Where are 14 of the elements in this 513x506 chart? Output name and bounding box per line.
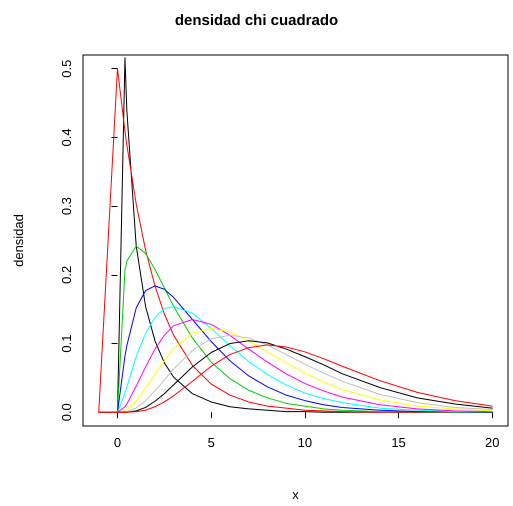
y-tick-label: 0.3 [59, 197, 74, 216]
x-tick-label: 15 [391, 435, 406, 450]
x-tick-label: 5 [208, 435, 215, 450]
x-tick-label: 10 [298, 435, 312, 450]
x-tick-label: 20 [485, 435, 500, 450]
x-axis-title: x [292, 487, 300, 502]
chart-title: densidad chi cuadrado [174, 12, 338, 29]
y-tick-label: 0.5 [59, 60, 74, 78]
y-tick-label: 0.4 [59, 128, 74, 146]
y-tick-label: 0.2 [59, 266, 74, 284]
x-tick-label: 0 [114, 435, 122, 450]
y-tick-label: 0.0 [59, 403, 74, 422]
y-tick-label: 0.1 [59, 334, 74, 353]
y-axis-title: densidad [11, 214, 26, 267]
